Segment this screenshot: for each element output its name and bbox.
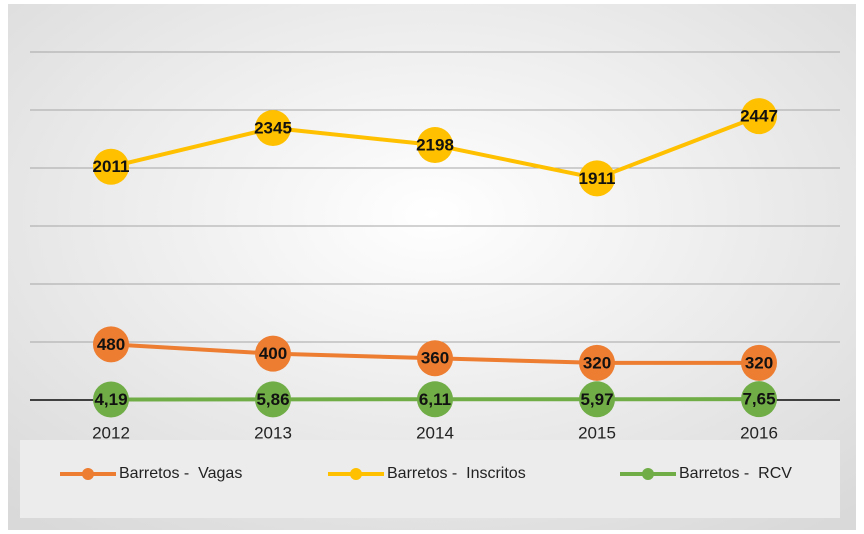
legend-label: Barretos - Vagas: [119, 465, 242, 482]
marker: [93, 148, 129, 185]
legend-label: Barretos - RCV: [679, 465, 792, 482]
data-label: 2011: [93, 157, 130, 176]
marker: [417, 340, 453, 377]
marker: [93, 326, 129, 363]
marker: [579, 160, 615, 197]
legend-marker: [350, 468, 362, 480]
data-label: 320: [583, 353, 611, 372]
marker: [93, 381, 129, 418]
data-label: 5,86: [256, 390, 289, 409]
data-label: 480: [97, 335, 125, 354]
data-label: 7,65: [742, 390, 775, 409]
data-label: 2198: [416, 136, 454, 155]
data-label: 2345: [254, 118, 292, 137]
marker: [255, 381, 291, 418]
marker: [417, 127, 453, 164]
x-tick-label: 2014: [416, 423, 454, 442]
data-label: 4,19: [94, 390, 127, 409]
x-tick-label: 2015: [578, 423, 616, 442]
marker: [579, 344, 615, 381]
marker: [255, 109, 291, 146]
data-label: 1911: [579, 169, 616, 188]
legend-label: Barretos - Inscritos: [387, 465, 526, 482]
marker: [741, 98, 777, 135]
x-tick-label: 2016: [740, 423, 778, 442]
marker: [741, 344, 777, 381]
data-label: 6,11: [419, 390, 451, 409]
data-label: 400: [259, 344, 287, 363]
marker: [255, 335, 291, 372]
legend-marker: [642, 468, 654, 480]
x-tick-label: 2013: [254, 423, 292, 442]
marker: [417, 381, 453, 418]
marker: [741, 381, 777, 418]
marker: [579, 381, 615, 418]
data-label: 2447: [740, 107, 778, 126]
legend-box: [20, 440, 840, 518]
data-label: 5,97: [580, 390, 613, 409]
x-tick-label: 2012: [92, 423, 130, 442]
legend-marker: [82, 468, 94, 480]
data-label: 320: [745, 353, 773, 372]
data-label: 360: [421, 349, 449, 368]
